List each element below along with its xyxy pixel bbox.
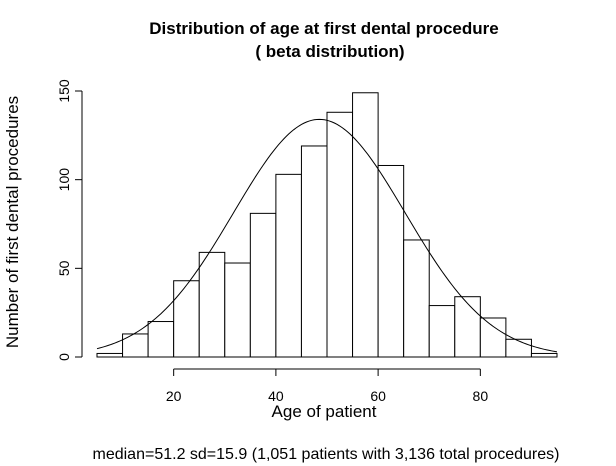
y-tick-label: 150: [56, 79, 72, 103]
x-axis: 20 40 60 80: [166, 368, 489, 404]
histogram-bar: [454, 296, 481, 358]
histogram-bar: [505, 338, 532, 358]
y-tick-label: 100: [56, 168, 72, 192]
y-axis: 0 50 100 150: [56, 79, 83, 361]
histogram-bar: [428, 305, 456, 358]
histogram-bar: [198, 251, 226, 358]
histogram-bar: [479, 317, 507, 358]
y-axis-label: Number of first dental procedures: [3, 96, 22, 348]
histogram-bar: [249, 212, 277, 358]
x-axis-label: Age of patient: [272, 402, 377, 421]
histogram-bar: [147, 321, 175, 358]
histogram-bar: [352, 92, 379, 358]
y-tick-label: 0: [56, 353, 72, 361]
chart-title-line2: ( beta distribution): [255, 42, 404, 61]
x-tick-label: 40: [268, 388, 284, 404]
histogram-bar: [300, 145, 328, 358]
histogram-bar: [224, 262, 251, 358]
histogram-bar: [275, 173, 302, 358]
histogram-bar: [530, 352, 558, 358]
histogram-bar: [96, 352, 124, 358]
y-tick-label: 50: [56, 260, 72, 276]
histogram-bars: [96, 92, 558, 358]
chart-title-line1: Distribution of age at first dental proc…: [149, 19, 498, 38]
x-tick-label: 80: [473, 388, 489, 404]
histogram-bar: [403, 239, 430, 358]
summary-caption: median=51.2 sd=15.9 (1,051 patients with…: [93, 446, 560, 463]
histogram-bar: [377, 164, 405, 358]
histogram-bar: [326, 111, 354, 358]
histogram-bar: [173, 280, 200, 358]
x-tick-label: 60: [370, 388, 386, 404]
x-tick-label: 20: [166, 388, 182, 404]
density-curve: [96, 118, 558, 353]
